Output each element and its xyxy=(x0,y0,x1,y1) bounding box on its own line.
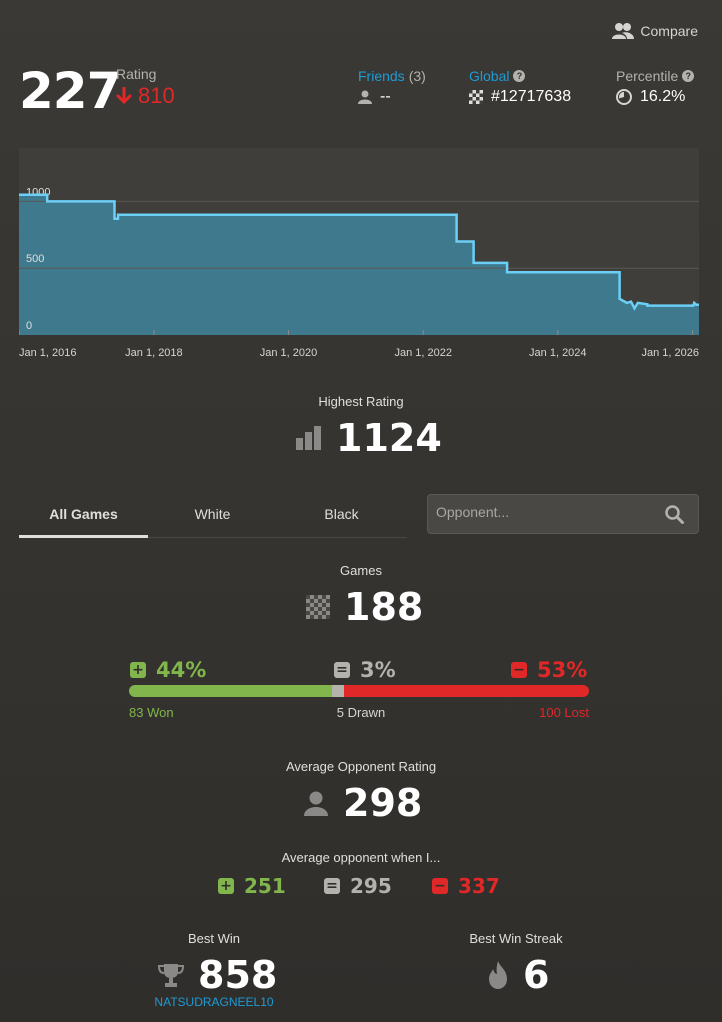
avg-when-draw: = 295 xyxy=(324,874,392,898)
chart-x-tick-label: Jan 1, 2016 xyxy=(19,347,77,359)
users-icon xyxy=(612,23,635,39)
equals-icon: = xyxy=(324,878,340,894)
wdl-bar-win xyxy=(129,685,333,697)
best-streak-value: 6 xyxy=(523,953,550,997)
wdl-bar-loss xyxy=(344,685,589,697)
friends-label[interactable]: Friends xyxy=(358,68,405,84)
wdl-bar-draw xyxy=(332,685,345,697)
tab-divider xyxy=(19,537,407,538)
compare-label: Compare xyxy=(640,23,698,39)
avg-when-label: Average opponent when I... xyxy=(281,850,441,865)
loss-percent-value: 53% xyxy=(537,658,588,682)
global-stat[interactable]: Global? #12717638 xyxy=(469,68,571,106)
highest-rating-label: Highest Rating xyxy=(318,394,404,409)
global-label[interactable]: Global xyxy=(469,68,510,84)
friends-count: (3) xyxy=(408,68,426,84)
opponent-search[interactable] xyxy=(427,494,699,534)
plus-icon: + xyxy=(130,662,146,678)
games-label: Games xyxy=(340,563,382,578)
chart-y-tick-label: 0 xyxy=(26,320,32,332)
chart-x-tick-label: Jan 1, 2024 xyxy=(529,347,587,359)
global-rank-value: #12717638 xyxy=(491,88,572,105)
rating-change: 810 xyxy=(116,83,175,109)
chart-x-tick-label: Jan 1, 2020 xyxy=(259,347,318,359)
rating-label: Rating xyxy=(116,66,157,82)
best-streak-label: Best Win Streak xyxy=(469,931,563,946)
friends-stat[interactable]: Friends (3) -- xyxy=(358,68,426,106)
draw-percent: = 3% xyxy=(334,658,396,682)
opponent-search-input[interactable] xyxy=(436,504,656,520)
best-win-value: 858 xyxy=(198,953,278,997)
rating-change-value: 810 xyxy=(138,83,175,108)
active-tab-indicator xyxy=(19,535,148,538)
percentile-pie-icon xyxy=(616,89,632,105)
bar-chart-icon xyxy=(296,426,321,450)
friends-value: -- xyxy=(380,88,391,105)
highest-rating-value: 1124 xyxy=(336,416,442,460)
compare-button[interactable]: Compare xyxy=(612,22,698,40)
drawn-count: 5 Drawn xyxy=(336,705,386,720)
avg-opponent-value: 298 xyxy=(343,781,423,825)
win-percent: + 44% xyxy=(130,658,206,682)
help-icon[interactable]: ? xyxy=(513,70,526,82)
help-icon[interactable]: ? xyxy=(682,70,695,82)
chessboard-icon xyxy=(469,90,483,104)
avg-opponent-label: Average Opponent Rating xyxy=(285,759,437,774)
minus-icon: − xyxy=(432,878,448,894)
highest-rating: 1124 xyxy=(296,416,442,460)
tab-black[interactable]: Black xyxy=(324,506,359,522)
avg-when-draw-value: 295 xyxy=(350,874,392,898)
chart-x-tick-label: Jan 1, 2018 xyxy=(125,347,183,359)
chart-y-tick-label: 500 xyxy=(26,253,44,265)
chart-area-fill xyxy=(19,194,699,335)
trophy-icon xyxy=(158,964,184,987)
best-win-opponent-link[interactable]: NATSUDRAGNEEL10 xyxy=(154,995,274,1009)
best-win: 858 xyxy=(158,953,277,997)
percentile-label: Percentile xyxy=(616,68,679,84)
avg-when-win: + 251 xyxy=(218,874,286,898)
chart-series-line xyxy=(19,193,699,311)
tab-all-games[interactable]: All Games xyxy=(49,506,118,522)
best-win-label: Best Win xyxy=(187,931,240,946)
tab-white[interactable]: White xyxy=(194,506,231,522)
win-percent-value: 44% xyxy=(156,658,207,682)
flame-icon xyxy=(489,961,507,989)
current-rating: 227 xyxy=(19,62,121,120)
user-icon xyxy=(304,791,328,816)
avg-when-loss: − 337 xyxy=(432,874,500,898)
avg-when-loss-value: 337 xyxy=(458,874,500,898)
arrow-down-icon xyxy=(116,87,132,105)
equals-icon: = xyxy=(334,662,350,678)
minus-icon: − xyxy=(511,662,527,678)
wdl-bar xyxy=(129,685,589,697)
draw-percent-value: 3% xyxy=(360,658,396,682)
chart-x-tick-label: Jan 1, 2026 xyxy=(641,347,700,359)
percentile-stat: Percentile? 16.2% xyxy=(616,68,695,106)
search-icon[interactable] xyxy=(665,505,684,524)
chessboard-icon xyxy=(306,595,330,619)
lost-count: 100 Lost xyxy=(539,705,589,720)
won-count: 83 Won xyxy=(129,705,174,720)
plus-icon: + xyxy=(218,878,234,894)
best-streak: 6 xyxy=(487,953,549,997)
percentile-value: 16.2% xyxy=(640,88,686,105)
chart-x-tick-label: Jan 1, 2022 xyxy=(394,347,452,359)
loss-percent: − 53% xyxy=(511,658,587,682)
games-count: 188 xyxy=(306,585,423,629)
games-value: 188 xyxy=(344,585,424,629)
avg-when-win-value: 251 xyxy=(244,874,286,898)
avg-opponent-rating: 298 xyxy=(303,781,422,825)
user-icon xyxy=(358,90,372,104)
